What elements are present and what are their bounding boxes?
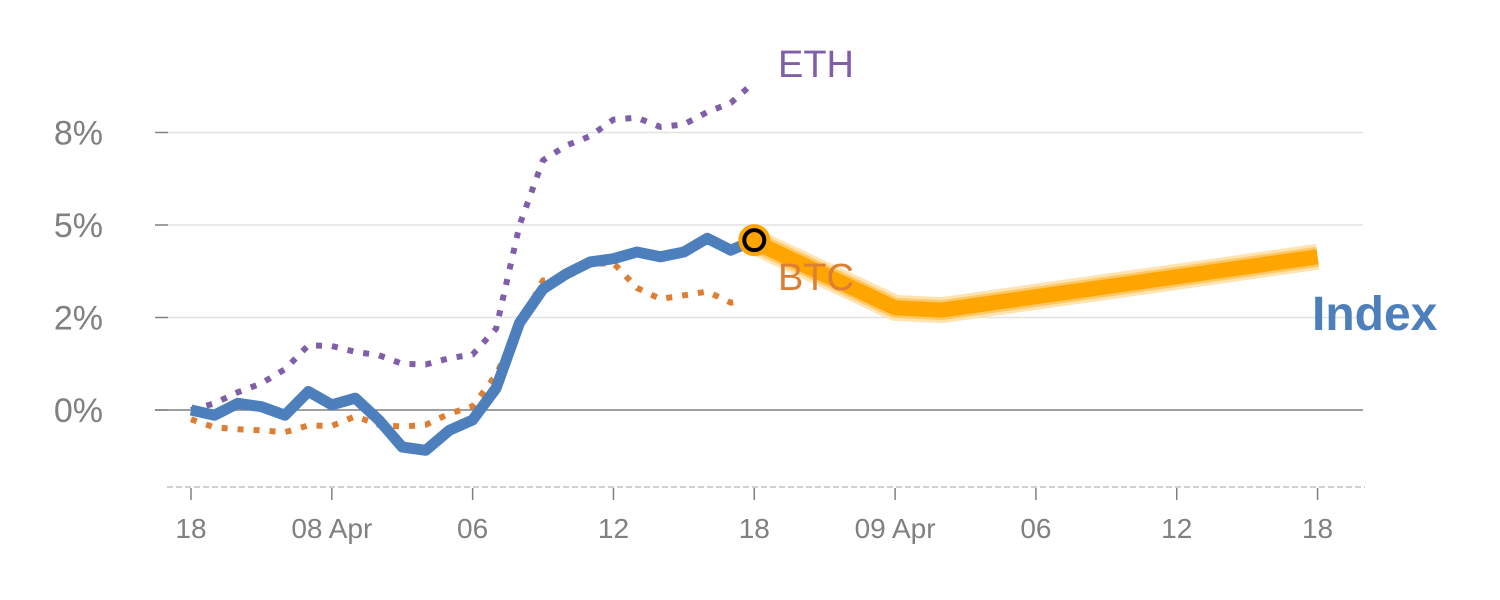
series-label-eth: ETH bbox=[778, 44, 854, 86]
x-tick-label: 18 bbox=[175, 513, 206, 544]
y-tick-label: 8% bbox=[54, 115, 103, 153]
x-tick-label: 12 bbox=[1161, 513, 1192, 544]
y-tick-label: 0% bbox=[54, 392, 103, 430]
series-label-index: Index bbox=[1312, 288, 1438, 341]
x-tick-label: 08 Apr bbox=[291, 513, 372, 544]
series-label-btc: BTC bbox=[778, 257, 854, 299]
x-tick-label: 09 Apr bbox=[855, 513, 936, 544]
y-tick-label: 2% bbox=[54, 300, 103, 338]
btc-line bbox=[190, 260, 743, 436]
series-group bbox=[189, 84, 1320, 456]
x-tick-label: 18 bbox=[739, 513, 770, 544]
eth-line bbox=[190, 84, 752, 413]
x-tick-label: 06 bbox=[457, 513, 488, 544]
axes: 0% 2% 5% 8% 18 08 Apr 06 12 18 09 Apr 06 12 18 bbox=[54, 115, 1365, 544]
index-line bbox=[189, 232, 757, 456]
forecast-line bbox=[751, 234, 1319, 318]
x-tick-label: 18 bbox=[1302, 513, 1333, 544]
current-point-marker bbox=[742, 228, 767, 253]
gridlines bbox=[168, 131, 1363, 319]
series-labels: ETH BTC Index bbox=[778, 44, 1438, 341]
x-tick-label: 06 bbox=[1020, 513, 1051, 544]
x-tick-label: 12 bbox=[598, 513, 629, 544]
y-tick-label: 5% bbox=[54, 207, 103, 245]
